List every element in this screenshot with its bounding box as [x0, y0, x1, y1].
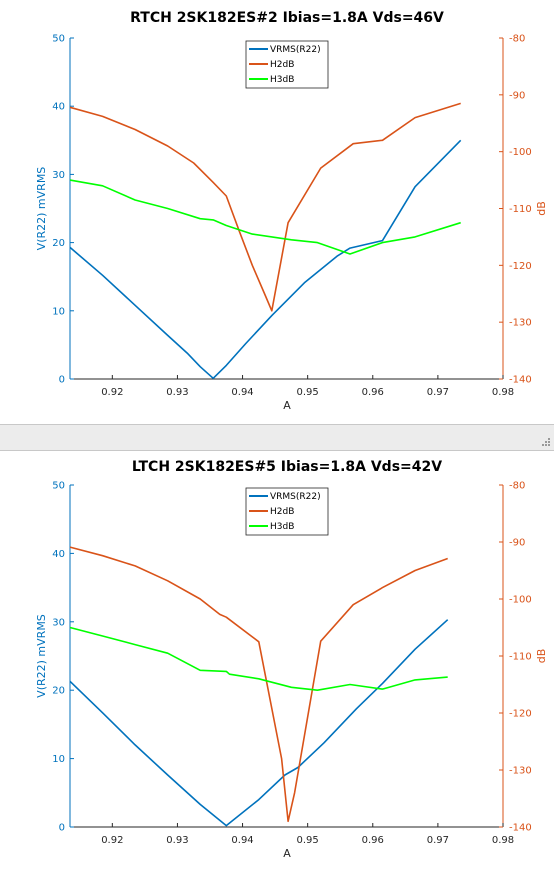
legend-label: H3dB	[270, 75, 294, 85]
y-right-tick-label: -90	[509, 538, 525, 549]
chart-window-bottom: LTCH 2SK182ES#5 Ibias=1.8A Vds=42V 0.92 0.…	[0, 451, 554, 867]
x-tick-label: 0.97	[427, 835, 449, 846]
y-left-tick-label: 30	[52, 617, 65, 628]
y-left-tick-label: 50	[52, 34, 65, 45]
series-line-h2db	[69, 102, 461, 312]
x-tick-label: 0.92	[101, 387, 123, 398]
series-line-vrms-r22-	[69, 139, 462, 380]
y-right-tick-label: -140	[509, 375, 532, 386]
series-line-vrms-r22-	[69, 619, 449, 827]
y-left-tick-label: 30	[52, 170, 65, 181]
y-left-tick-label: 0	[59, 375, 65, 386]
x-tick-label: 0.94	[231, 387, 253, 398]
x-tick-label: 0.97	[427, 387, 449, 398]
x-tick-label: 0.98	[492, 835, 514, 846]
y-right-tick-label: -140	[509, 823, 532, 834]
y-right-tick-label: -100	[509, 147, 532, 158]
y-right-tick-label: -80	[509, 481, 525, 492]
x-tick-label: 0.98	[492, 387, 514, 398]
window-separator[interactable]	[0, 424, 554, 451]
y-left-tick-label: 40	[52, 549, 65, 560]
y-right-tick-label: -80	[509, 34, 525, 45]
y-left-tick-label: 10	[52, 754, 65, 765]
y-right-tick-label: -110	[509, 652, 532, 663]
y-axis-left-label: V(R22) mVRMS	[35, 167, 48, 251]
x-tick-label: 0.93	[166, 387, 188, 398]
series-line-h3db	[69, 626, 448, 691]
y-right-tick-label: -120	[509, 261, 532, 272]
x-axis-label: A	[283, 399, 291, 412]
y-right-tick-label: -100	[509, 595, 532, 606]
y-right-tick-label: -130	[509, 318, 532, 329]
y-left-tick-label: 20	[52, 686, 65, 697]
chart-title: RTCH 2SK182ES#2 Ibias=1.8A Vds=46V	[130, 10, 444, 26]
x-tick-label: 0.95	[297, 387, 319, 398]
y-right-tick-label: -130	[509, 766, 532, 777]
y-right-tick-label: -90	[509, 90, 525, 101]
x-tick-label: 0.93	[166, 835, 188, 846]
x-tick-label: 0.96	[362, 835, 384, 846]
legend-label: VRMS(R22)	[270, 45, 321, 55]
chart-top: RTCH 2SK182ES#2 Ibias=1.8A Vds=46V 0.92 0.…	[35, 10, 548, 412]
y-left-tick-label: 50	[52, 481, 65, 492]
y-left-tick-label: 10	[52, 306, 65, 317]
resize-grip-icon[interactable]	[541, 437, 551, 447]
y-axis-right-label: dB	[535, 649, 548, 664]
series-line-h3db	[69, 179, 461, 255]
x-tick-label: 0.96	[362, 387, 384, 398]
x-tick-label: 0.95	[297, 835, 319, 846]
y-left-tick-label: 0	[59, 823, 65, 834]
y-right-tick-label: -120	[509, 709, 532, 720]
y-left-tick-label: 20	[52, 238, 65, 249]
x-axis-label: A	[283, 847, 291, 860]
legend-label: H3dB	[270, 522, 294, 532]
y-axis-right-label: dB	[535, 201, 548, 216]
legend-label: H2dB	[270, 507, 294, 517]
legend-label: VRMS(R22)	[270, 492, 321, 502]
series-line-h2db	[69, 546, 448, 823]
y-right-tick-label: -110	[509, 204, 532, 215]
chart-window-top: RTCH 2SK182ES#2 Ibias=1.8A Vds=46V 0.92 0.…	[0, 0, 554, 424]
y-left-tick-label: 40	[52, 102, 65, 113]
y-axis-left-label: V(R22) mVRMS	[35, 614, 48, 698]
chart-bottom: LTCH 2SK182ES#5 Ibias=1.8A Vds=42V 0.92 0.…	[35, 459, 548, 860]
legend-label: H2dB	[270, 60, 294, 70]
x-tick-label: 0.94	[231, 835, 253, 846]
chart-title: LTCH 2SK182ES#5 Ibias=1.8A Vds=42V	[132, 459, 442, 475]
x-tick-label: 0.92	[101, 835, 123, 846]
